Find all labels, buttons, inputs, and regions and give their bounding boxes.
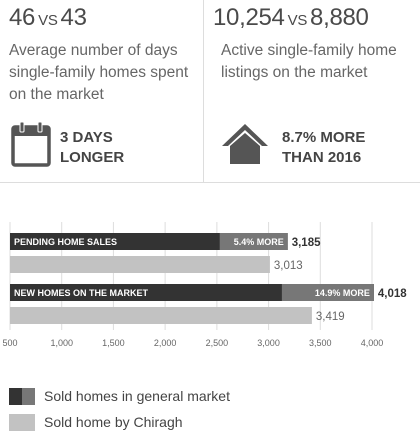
listings-description: Active single-family home listings on th… [221,40,401,84]
days-vs: VS [38,12,57,29]
days-callout-line1: 3 DAYS [60,128,124,148]
category-label-pending-home-sales: PENDING HOME SALES [14,237,117,247]
annotation-new-homes-on-the-market: 14.9% MORE [315,288,370,298]
x-tick-label-2000: 2,000 [154,338,177,348]
category-label-new-homes-on-the-market: NEW HOMES ON THE MARKET [14,288,149,298]
stats-vertical-divider [203,0,204,182]
x-tick-label-2500: 2,500 [206,338,229,348]
house-icon [220,122,270,166]
bar-chiragh-new-homes-on-the-market [10,307,312,324]
legend-swatch-general-accent [22,388,35,405]
listings-vs: VS [288,12,307,29]
legend-label-chiragh: Sold home by Chiragh [44,414,183,430]
listings-callout-line2: THAN 2016 [282,148,365,168]
x-tick-label-500: 500 [2,338,17,348]
days-2016-value: 43 [61,4,87,31]
listings-comparison: 10,254 VS 8,880 [213,4,369,32]
annotation-pending-home-sales: 5.4% MORE [234,237,284,247]
value-label-general-new-homes-on-the-market: 4,018 [378,288,407,300]
x-tick-label-3500: 3,500 [309,338,332,348]
x-tick-label-1000: 1,000 [50,338,73,348]
days-description: Average number of days single-family hom… [9,40,194,106]
days-comparison: 46 VS 43 [9,4,87,32]
value-label-chiragh-new-homes-on-the-market: 3,419 [316,311,345,323]
value-label-general-pending-home-sales: 3,185 [292,237,321,249]
days-2017-value: 46 [9,4,35,31]
bar-chiragh-pending-home-sales [10,256,270,273]
listings-callout: 8.7% MORE THAN 2016 [282,128,365,168]
listings-2016-value: 8,880 [310,4,369,31]
bar-chart: 500 1,000 1,500 2,000 2,500 3,000 3,500 4,000 PE… [0,222,420,352]
days-callout: 3 DAYS LONGER [60,128,124,168]
listings-2017-value: 10,254 [213,4,285,31]
calendar-icon [11,121,51,167]
stats-horizontal-divider [0,182,420,183]
days-callout-line2: LONGER [60,148,124,168]
legend-swatch-chiragh [9,414,35,431]
x-tick-label-1500: 1,500 [102,338,125,348]
legend-label-general: Sold homes in general market [44,388,230,404]
x-tick-label-4000: 4,000 [361,338,384,348]
value-label-chiragh-pending-home-sales: 3,013 [274,260,303,272]
listings-callout-line1: 8.7% MORE [282,128,365,148]
x-tick-label-3000: 3,000 [257,338,280,348]
